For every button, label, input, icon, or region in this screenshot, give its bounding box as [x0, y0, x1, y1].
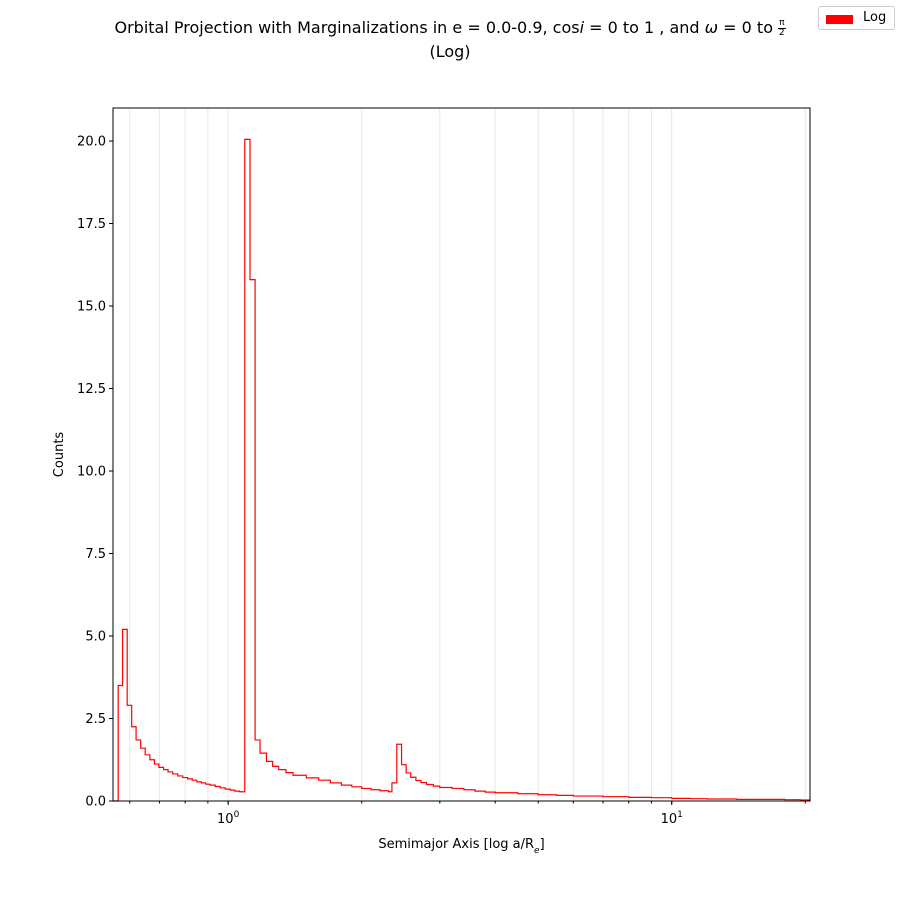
y-tick-label: 20.0	[77, 135, 106, 150]
y-tick-label: 10.0	[77, 465, 106, 480]
legend: Log	[818, 6, 895, 30]
y-tick-label: 15.0	[77, 300, 106, 315]
title-line1: Orbital Projection with Marginalizations…	[114, 18, 786, 38]
plot-frame	[112, 107, 811, 802]
x-axis-label: Semimajor Axis [log a/Re]	[378, 837, 544, 856]
y-tick-label: 2.5	[85, 712, 106, 727]
y-tick-label: 5.0	[85, 630, 106, 645]
x-axis: 100 101	[129, 801, 806, 827]
x-tick-label: 100	[217, 810, 240, 827]
y-axis: 0.0 2.5 5.0 7.5 10.0 12.5 15.0 17.5 20.0	[77, 135, 113, 810]
grid-lines	[129, 108, 806, 801]
legend-swatch	[826, 15, 853, 24]
legend-label: Log	[863, 10, 887, 25]
y-tick-label: 7.5	[85, 547, 106, 562]
chart-title: Orbital Projection with Marginalizations…	[0, 16, 900, 64]
title-line2: (Log)	[429, 42, 471, 61]
y-axis-label: Counts	[52, 432, 67, 478]
y-tick-label: 0.0	[85, 795, 106, 810]
y-tick-label: 17.5	[77, 217, 106, 232]
y-tick-label: 12.5	[77, 382, 106, 397]
histogram-series-log	[113, 138, 811, 802]
x-tick-label: 101	[661, 810, 683, 827]
